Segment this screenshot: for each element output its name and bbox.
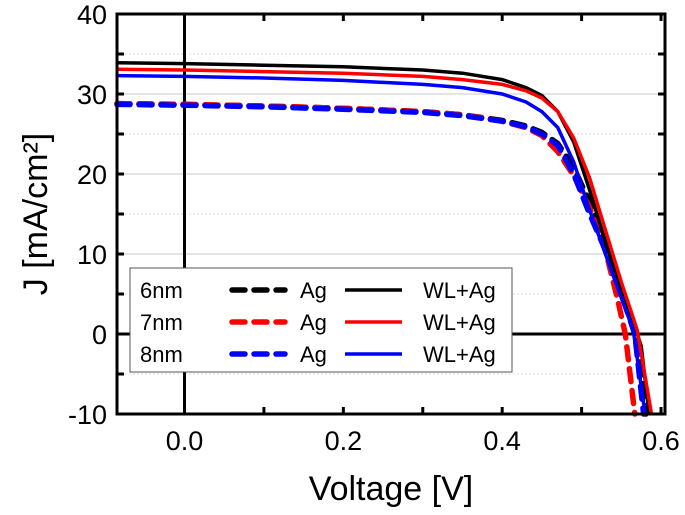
series-line-5 xyxy=(116,73,647,415)
x-tick-label: 0.4 xyxy=(483,426,521,456)
legend-dashed-label: Ag xyxy=(300,278,327,303)
legend-solid-label: WL+Ag xyxy=(423,278,496,303)
series-group xyxy=(114,61,654,417)
x-tick-label: 0.2 xyxy=(325,426,363,456)
y-tick-label: 30 xyxy=(77,80,107,110)
y-tick-label: 10 xyxy=(77,240,107,270)
x-tick-label: 0.0 xyxy=(166,426,204,456)
legend-solid-label: WL+Ag xyxy=(423,342,496,367)
x-axis-title: Voltage [V] xyxy=(309,470,473,508)
series-line-3 xyxy=(116,61,651,415)
series-line-4 xyxy=(116,67,654,415)
y-axis-title: J [mA/cm²] xyxy=(17,133,55,295)
legend-solid-label: WL+Ag xyxy=(423,310,496,335)
y-tick-label: -10 xyxy=(68,400,107,430)
legend: 6nm Ag WL+Ag 7nm Ag WL+Ag 8nm Ag WL+Ag xyxy=(129,267,513,373)
legend-dashed-label: Ag xyxy=(300,342,327,367)
y-tick-label: 20 xyxy=(77,160,107,190)
legend-row-label: 7nm xyxy=(140,310,183,335)
axes xyxy=(115,12,667,416)
legend-box xyxy=(129,267,513,373)
tick-labels: 0.0 0.2 0.4 0.6 -10 0 10 20 30 40 xyxy=(68,0,680,456)
y-tick-label: 40 xyxy=(77,0,107,30)
legend-dashed-label: Ag xyxy=(300,310,327,335)
y-tick-label: 0 xyxy=(92,320,107,350)
legend-row-label: 8nm xyxy=(140,342,183,367)
legend-row-label: 6nm xyxy=(140,278,183,303)
x-tick-label: 0.6 xyxy=(642,426,680,456)
